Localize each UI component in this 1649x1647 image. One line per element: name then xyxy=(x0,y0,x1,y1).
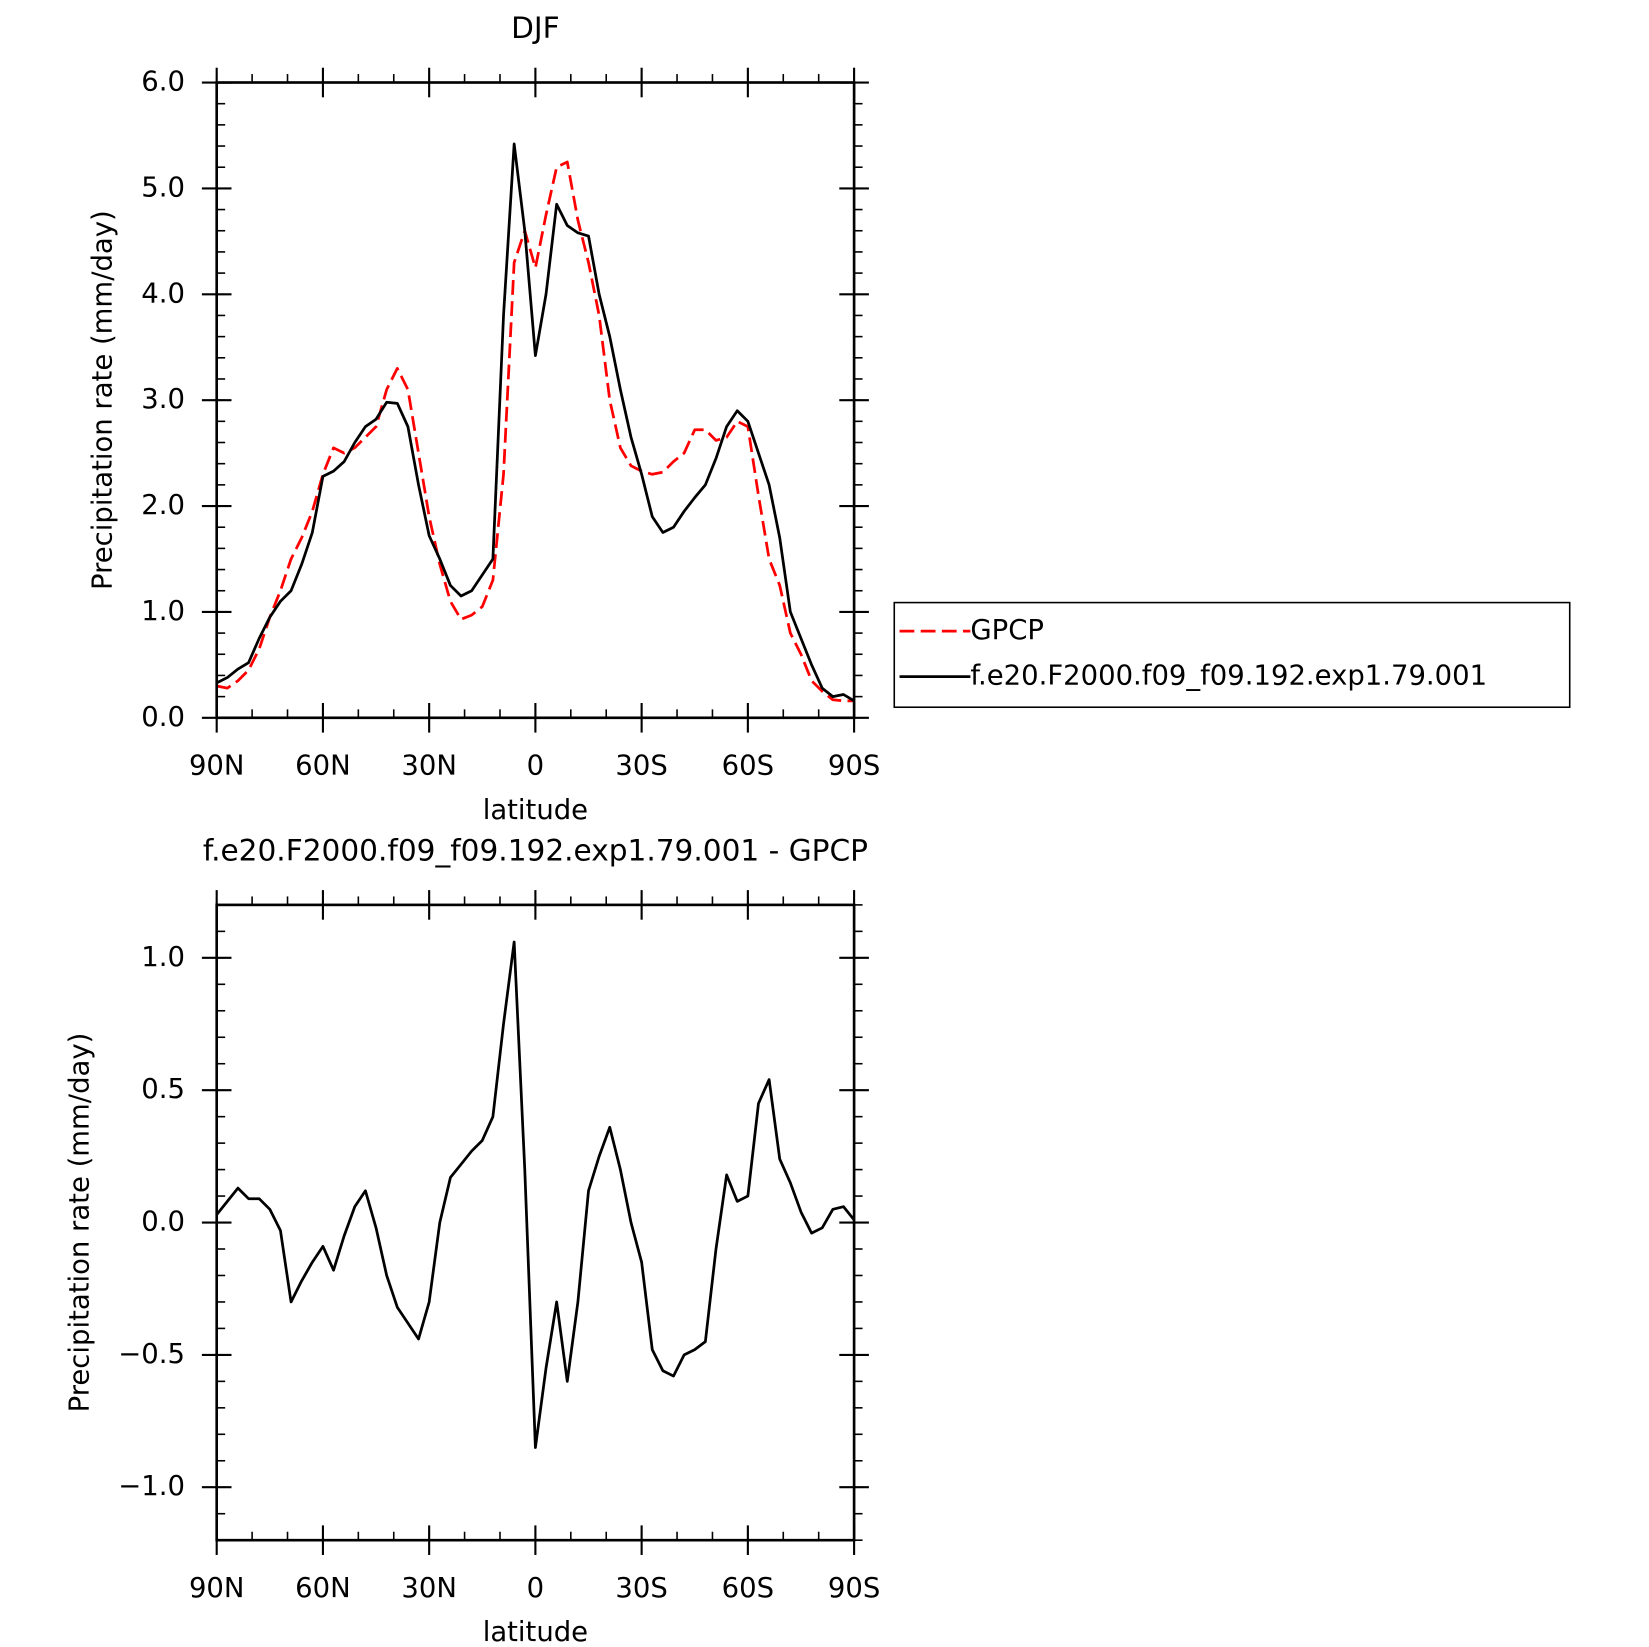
y-tick-label: 3.0 xyxy=(141,383,185,415)
y-tick-label: 4.0 xyxy=(141,277,185,309)
x-tick-label: 30S xyxy=(615,1572,667,1604)
y-tick-label: 6.0 xyxy=(141,66,185,98)
y-tick-label: 5.0 xyxy=(141,171,185,203)
legend-label: f.e20.F2000.f09_f09.192.exp1.79.001 xyxy=(970,660,1487,692)
x-tick-label: 90S xyxy=(828,1572,880,1604)
chart-title: DJF xyxy=(511,11,560,45)
x-tick-label: 0 xyxy=(527,1572,544,1604)
plot-frame xyxy=(215,903,856,1542)
y-tick-label: −1.0 xyxy=(118,1470,185,1502)
chart-title: f.e20.F2000.f09_f09.192.exp1.79.001 - GP… xyxy=(203,834,868,868)
y-tick-label: 2.0 xyxy=(141,489,185,521)
data-line xyxy=(216,142,855,703)
legend-box xyxy=(893,601,1571,709)
x-tick-label: 60N xyxy=(295,749,351,781)
x-tick-label: 30S xyxy=(615,749,667,781)
x-tick-label: 30N xyxy=(401,1572,457,1604)
x-axis-label: latitude xyxy=(483,1616,588,1647)
y-axis-label: Precipitation rate (mm/day) xyxy=(63,1033,95,1413)
y-tick-label: 1.0 xyxy=(141,941,185,973)
x-tick-label: 60N xyxy=(295,1572,351,1604)
x-axis-label: latitude xyxy=(483,794,588,826)
plot-frame xyxy=(215,81,856,720)
x-tick-label: 60S xyxy=(722,749,774,781)
x-tick-label: 90N xyxy=(189,1572,245,1604)
x-tick-label: 30N xyxy=(401,749,457,781)
legend-label: GPCP xyxy=(970,614,1044,646)
data-line xyxy=(216,160,855,703)
y-tick-label: −0.5 xyxy=(118,1338,185,1370)
x-tick-label: 90S xyxy=(828,749,880,781)
y-tick-label: 0.0 xyxy=(141,1206,185,1238)
x-tick-label: 90N xyxy=(189,749,245,781)
y-tick-label: 1.0 xyxy=(141,595,185,627)
y-tick-label: 0.5 xyxy=(141,1073,185,1105)
data-line xyxy=(215,940,856,1449)
y-axis-label: Precipitation rate (mm/day) xyxy=(87,210,119,590)
y-tick-label: 0.0 xyxy=(141,701,185,733)
x-tick-label: 60S xyxy=(722,1572,774,1604)
x-tick-label: 0 xyxy=(527,749,544,781)
